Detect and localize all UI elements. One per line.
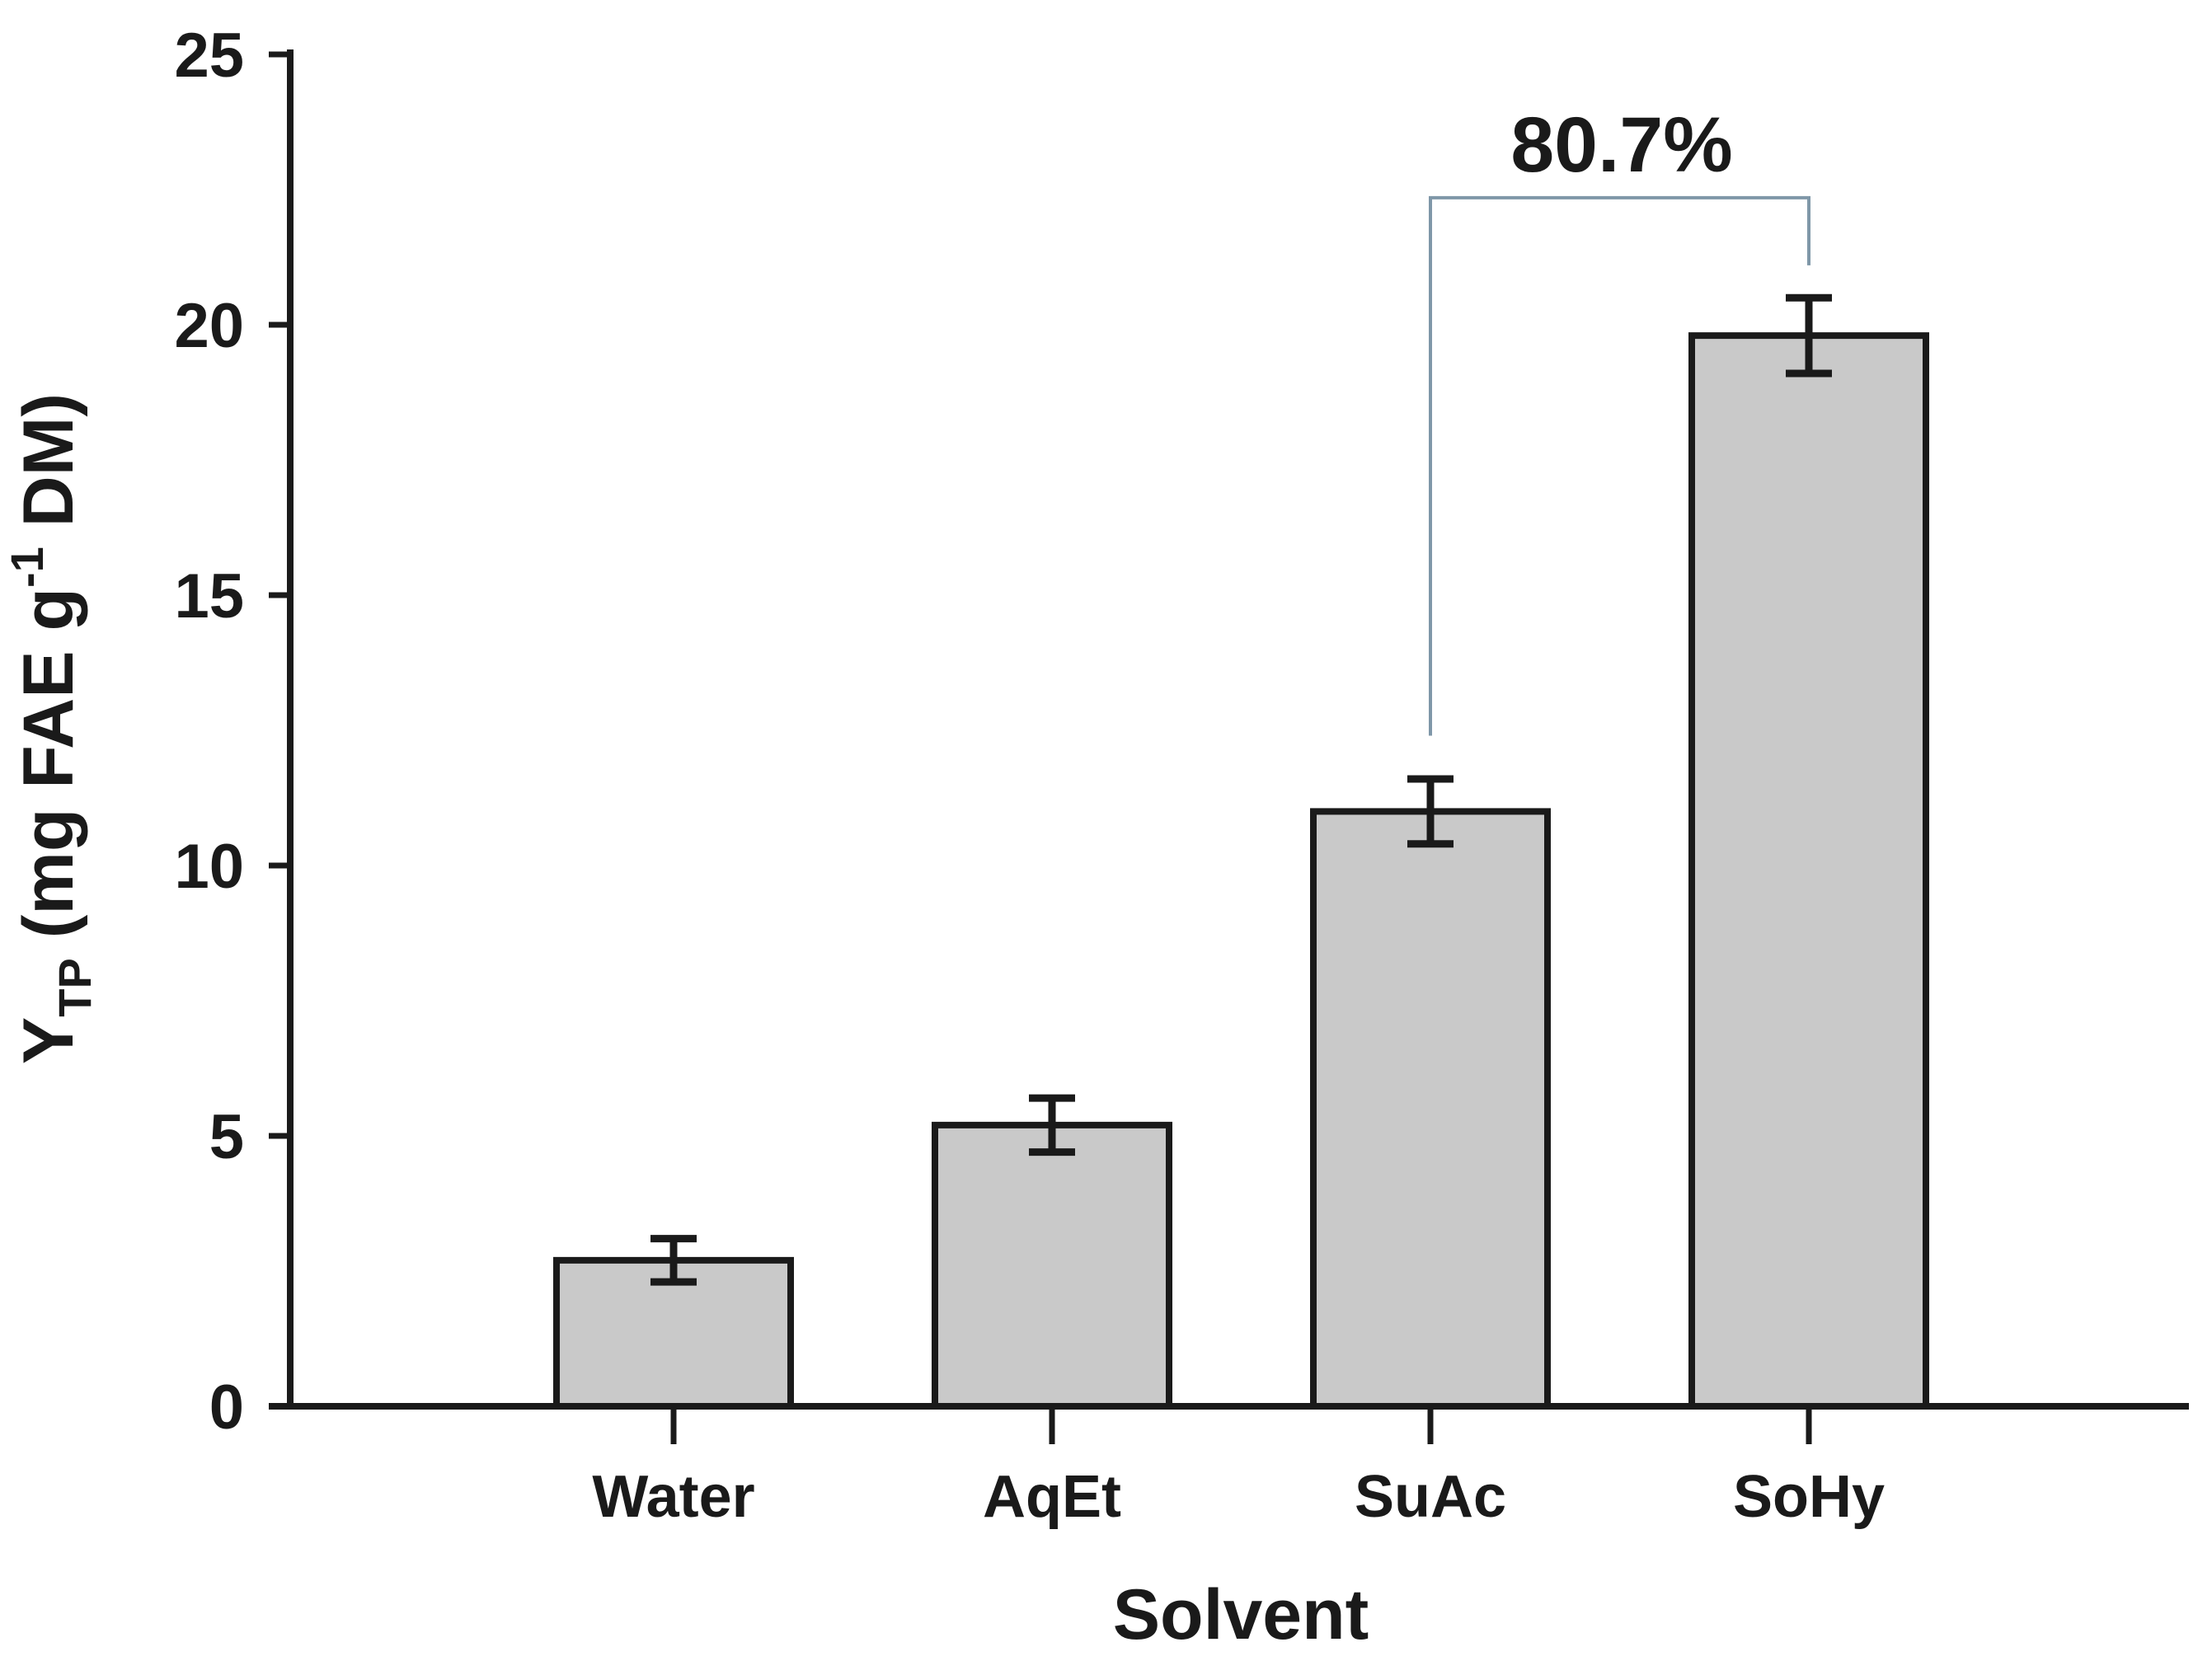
- y-axis-tick-label-5: 5: [209, 1102, 244, 1172]
- y-title-superscript: -1: [1, 547, 53, 588]
- bar-suac: [1310, 808, 1551, 1410]
- plot-area: Water AqEt SuAc SoHy 0 5 10 15 20 25: [174, 21, 2189, 1530]
- bar-sohy: [1688, 332, 1929, 1410]
- y-title-main: Y: [9, 1017, 88, 1064]
- x-tick-label-aqet: AqEt: [983, 1464, 1121, 1530]
- y-title-end: DM): [9, 393, 88, 547]
- y-axis-tick-label-20: 20: [174, 291, 244, 361]
- x-tick-label-suac: SuAc: [1355, 1464, 1506, 1530]
- x-axis-title: Solvent: [1113, 1575, 1369, 1654]
- y-title-subscript: TP: [49, 958, 101, 1017]
- annotation-label: 80.7%: [1510, 101, 1732, 189]
- bar-aqet: [932, 1121, 1172, 1410]
- y-axis-tick-label-10: 10: [174, 832, 244, 902]
- y-axis-tick-label-0: 0: [209, 1372, 244, 1443]
- significance-bracket: [1429, 195, 1810, 736]
- y-title-mid: (mg FAE g: [9, 588, 88, 958]
- y-axis-tick-label-15: 15: [174, 561, 244, 631]
- y-axis-title: YTP (mg FAE g-1 DM): [1, 393, 101, 1064]
- y-axis-tick-label-25: 25: [174, 21, 244, 91]
- x-tick-label-water: Water: [592, 1464, 754, 1530]
- x-tick-label-sohy: SoHy: [1733, 1464, 1885, 1530]
